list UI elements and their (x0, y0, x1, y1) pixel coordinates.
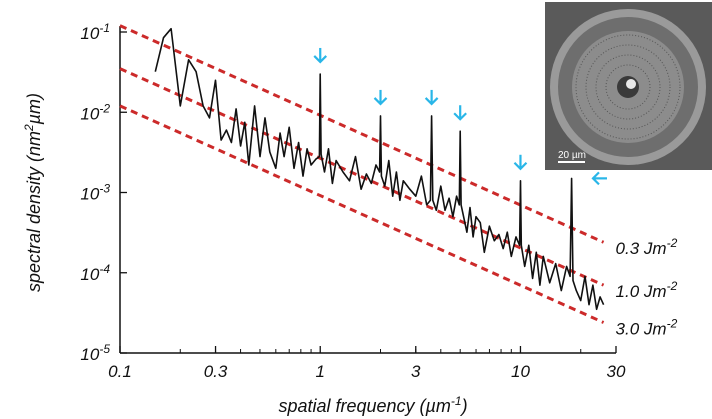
y-tick-label-base: 10 (80, 345, 99, 364)
reference-line-label-base: 3.0 Jm (616, 319, 667, 338)
inset-micrograph: 20 µm (545, 2, 712, 170)
reference-lines (119, 24, 605, 324)
peak-arrow-icon (424, 89, 439, 106)
x-tick-label: 1 (315, 362, 324, 381)
y-tick-label-exp: -4 (99, 262, 110, 276)
reference-line-labels: 0.3 Jm-21.0 Jm-23.0 Jm-2 (616, 236, 678, 338)
y-tick-label-base: 10 (80, 185, 99, 204)
reference-line-label-base: 0.3 Jm (616, 239, 667, 258)
peak-arrow-icon (591, 171, 607, 186)
y-tick-label-exp: -5 (99, 342, 110, 356)
spectrum-line (154, 27, 605, 311)
inset-holes-ring-4 (605, 64, 651, 110)
peak-arrow-icon (513, 154, 528, 171)
reference-line (119, 24, 605, 244)
peak-arrow-head (313, 55, 328, 64)
inset-scale-label: 20 µm (558, 150, 586, 161)
inset-holes-ring-1 (575, 34, 681, 140)
reference-line-label: 3.0 Jm-2 (616, 316, 678, 338)
reference-line (119, 104, 605, 324)
spectrum-series (154, 27, 605, 311)
x-tick-label: 10 (511, 362, 530, 381)
x-tick-label: 30 (607, 362, 626, 381)
x-axis-label-text: spatial frequency (µm (278, 396, 450, 416)
y-tick-label-base: 10 (80, 24, 99, 43)
peak-arrow-head (453, 112, 467, 121)
peak-markers (313, 47, 607, 186)
peak-arrow-icon (313, 47, 328, 64)
reference-line-label-exp: -2 (667, 236, 678, 250)
peak-arrow-head (424, 97, 439, 106)
x-tick-label: 3 (411, 362, 421, 381)
x-axis-label-exp: -1 (451, 394, 462, 408)
y-tick-label-exp: -1 (99, 21, 110, 35)
peak-arrow-head (513, 161, 528, 171)
peak-arrow-head (373, 97, 388, 106)
peak-arrow-head (591, 171, 600, 186)
inset-holes-ring-3 (595, 54, 661, 120)
y-axis-label-exp: 2 (22, 124, 36, 132)
reference-line (119, 67, 605, 287)
reference-line-label-exp: -2 (667, 279, 678, 293)
x-tick-label: 0.3 (204, 362, 228, 381)
reference-line-label-exp: -2 (667, 316, 678, 330)
x-axis-label: spatial frequency (µm-1) (278, 394, 467, 416)
reference-line-label: 1.0 Jm-2 (616, 279, 678, 301)
y-tick-label: 10-5 (80, 342, 110, 364)
y-tick-label: 10-2 (80, 101, 110, 123)
inset-holes-ring-2 (585, 44, 671, 130)
y-axis-label: spectral density (nm2µm) (22, 93, 44, 292)
x-tick-label: 0.1 (108, 362, 132, 381)
inset-core-highlight (626, 79, 636, 89)
y-tick-label-base: 10 (80, 104, 99, 123)
y-tick-label-exp: -2 (99, 101, 110, 115)
y-tick-label: 10-4 (80, 262, 110, 284)
peak-arrow-icon (453, 105, 467, 121)
y-axis-label-text: spectral density (nm (24, 131, 44, 292)
peak-arrow-icon (373, 89, 388, 106)
reference-line-label: 0.3 Jm-2 (616, 236, 678, 258)
y-tick-label-exp: -3 (99, 182, 110, 196)
y-tick-label: 10-1 (80, 21, 110, 43)
y-tick-label: 10-3 (80, 182, 110, 204)
x-axis-label-close: ) (460, 396, 468, 416)
axes: 0.1 0.3 1 3 10 3010-510-410-310-210-1spatial … (22, 21, 626, 416)
y-tick-label-base: 10 (80, 265, 99, 284)
y-axis-label-close: µm) (24, 93, 44, 125)
reference-line-label-base: 1.0 Jm (616, 282, 667, 301)
